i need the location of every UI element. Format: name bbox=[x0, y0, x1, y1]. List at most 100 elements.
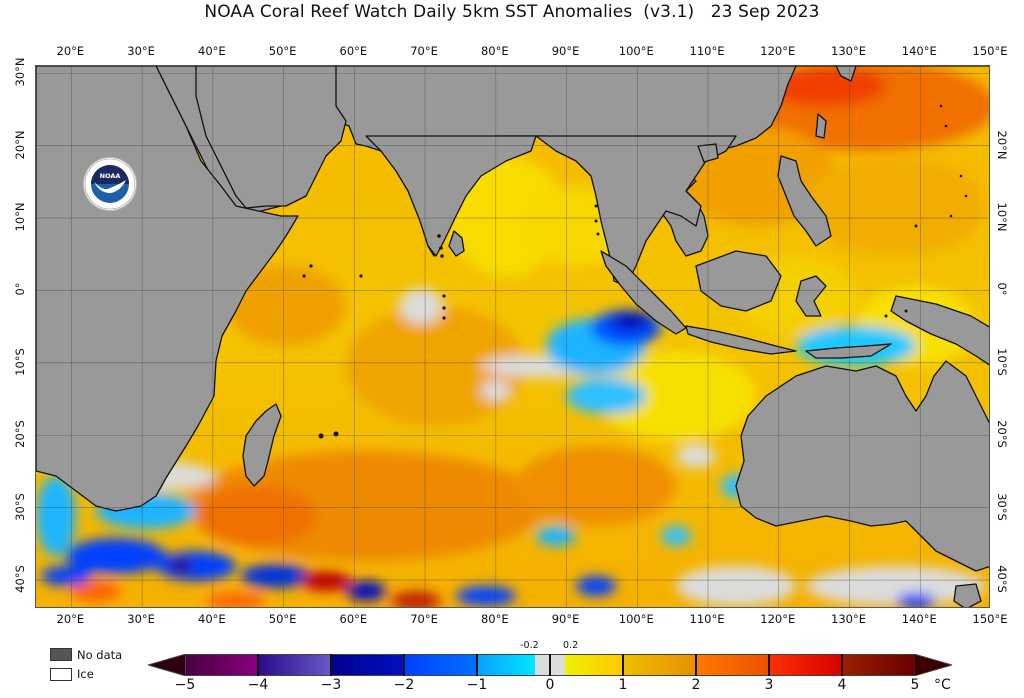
sst-anomaly-map: NOAA bbox=[35, 65, 990, 608]
no-data-label: No data bbox=[77, 648, 123, 662]
colorbar-divider bbox=[695, 654, 697, 676]
land-lesser-sunda bbox=[805, 343, 892, 359]
lat-tick-right: 30°S bbox=[995, 492, 1009, 521]
lon-tick-top: 100°E bbox=[618, 44, 654, 58]
colorbar-tick-label: 3 bbox=[764, 677, 774, 693]
anomaly-field bbox=[36, 66, 989, 607]
lat-tick-left: 0° bbox=[13, 282, 27, 296]
lat-tick-right: 10°N bbox=[995, 202, 1009, 232]
lon-tick-top: 140°E bbox=[901, 44, 937, 58]
land-indochina bbox=[535, 135, 737, 287]
lon-tick-bottom: 60°E bbox=[339, 612, 368, 626]
lat-tick-left: 20°S bbox=[13, 420, 27, 449]
lon-tick-bottom: 80°E bbox=[480, 612, 509, 626]
colorbar-segment bbox=[404, 655, 478, 675]
colorbar-segment bbox=[622, 655, 696, 675]
colorbar-segment bbox=[331, 655, 405, 675]
colorbar-divider bbox=[768, 654, 770, 676]
colorbar-tick-label: −1 bbox=[466, 677, 488, 693]
lat-tick-left: 20°N bbox=[13, 130, 27, 160]
colorbar-tick-label: −4 bbox=[247, 677, 269, 693]
lat-tick-left: 40°S bbox=[13, 565, 27, 593]
ice-swatch bbox=[50, 668, 72, 681]
colorbar-tick-label: 2 bbox=[691, 677, 701, 693]
lat-tick-right: 40°S bbox=[995, 565, 1009, 593]
colorbar-under-arrow bbox=[148, 654, 186, 676]
colorbar-segment bbox=[768, 655, 842, 675]
land-sulawesi bbox=[795, 275, 827, 317]
noaa-logo-icon: NOAA bbox=[84, 158, 136, 210]
land-tasmania bbox=[953, 583, 982, 607]
lat-tick-left: 30°S bbox=[13, 492, 27, 521]
colorbar-divider bbox=[549, 654, 551, 676]
lat-tick-right: 20°S bbox=[995, 420, 1009, 449]
colorbar-over-arrow bbox=[914, 654, 952, 676]
lon-tick-bottom: 150°E bbox=[972, 612, 1008, 626]
lon-tick-top: 110°E bbox=[689, 44, 725, 58]
colorbar-divider bbox=[622, 654, 624, 676]
lon-tick-top: 60°E bbox=[339, 44, 368, 58]
land-borneo bbox=[695, 250, 782, 312]
svg-text:NOAA: NOAA bbox=[100, 172, 121, 180]
land-sumatra bbox=[600, 250, 687, 335]
land-australia bbox=[735, 360, 989, 572]
land-philippines bbox=[777, 155, 832, 247]
lon-tick-bottom: 50°E bbox=[268, 612, 297, 626]
lon-tick-bottom: 20°E bbox=[56, 612, 85, 626]
colorbar-tick-label: −3 bbox=[320, 677, 342, 693]
colorbar-segment bbox=[186, 655, 259, 675]
colorbar-segment bbox=[695, 655, 769, 675]
colorbar-divider bbox=[257, 654, 259, 676]
no-data-swatch bbox=[50, 648, 72, 661]
lon-tick-bottom: 100°E bbox=[618, 612, 654, 626]
lat-tick-left: 30°N bbox=[13, 57, 27, 87]
lat-tick-left: 10°S bbox=[13, 347, 27, 376]
colorbar bbox=[185, 654, 915, 676]
lon-tick-top: 130°E bbox=[831, 44, 866, 58]
lon-tick-bottom: 30°E bbox=[127, 612, 155, 626]
land-new-guinea bbox=[890, 295, 989, 366]
land-sri-lanka bbox=[448, 230, 465, 257]
lon-tick-top: 150°E bbox=[972, 44, 1008, 58]
land-madagascar bbox=[242, 403, 282, 487]
colorbar-tick-label: 0 bbox=[545, 677, 555, 693]
land-india bbox=[365, 135, 537, 257]
colorbar-tick-label: 4 bbox=[837, 677, 847, 693]
lat-tick-right: 10°S bbox=[995, 347, 1009, 376]
map-canvas bbox=[36, 66, 989, 607]
lon-tick-top: 20°E bbox=[56, 44, 85, 58]
lon-tick-top: 90°E bbox=[551, 44, 580, 58]
lon-tick-bottom: 70°E bbox=[410, 612, 438, 626]
lon-tick-bottom: 130°E bbox=[831, 612, 866, 626]
lon-tick-top: 80°E bbox=[480, 44, 509, 58]
colorbar-divider bbox=[476, 654, 478, 676]
lon-tick-bottom: 40°E bbox=[198, 612, 226, 626]
colorbar-tick-label: 5 bbox=[910, 677, 920, 693]
land-arabia bbox=[195, 66, 347, 209]
colorbar-divider bbox=[403, 654, 405, 676]
land-java bbox=[685, 325, 797, 355]
lon-tick-bottom: 90°E bbox=[551, 612, 580, 626]
lon-tick-bottom: 110°E bbox=[689, 612, 725, 626]
colorbar-segment bbox=[477, 655, 536, 675]
lat-tick-right: 0° bbox=[995, 282, 1009, 296]
ice-label: Ice bbox=[77, 667, 94, 681]
colorbar-divider bbox=[330, 654, 332, 676]
colorbar-segment bbox=[841, 655, 914, 675]
lat-tick-left: 10°N bbox=[13, 202, 27, 232]
lon-tick-top: 120°E bbox=[760, 44, 796, 58]
colorbar-segment bbox=[258, 655, 332, 675]
colorbar-tick-label: −2 bbox=[393, 677, 415, 693]
lon-tick-top: 70°E bbox=[410, 44, 438, 58]
colorbar-small-label: -0.2 bbox=[520, 640, 539, 651]
lat-tick-right: 20°N bbox=[995, 130, 1009, 160]
colorbar-unit: °C bbox=[934, 677, 951, 693]
graticule bbox=[36, 66, 989, 607]
colorbar-small-label: 0.2 bbox=[563, 640, 579, 651]
map-title: NOAA Coral Reef Watch Daily 5km SST Anom… bbox=[204, 2, 820, 22]
colorbar-divider bbox=[841, 654, 843, 676]
lon-tick-top: 40°E bbox=[198, 44, 226, 58]
land-taiwan bbox=[815, 113, 827, 139]
colorbar-tick-label: −5 bbox=[174, 677, 196, 693]
lon-tick-bottom: 140°E bbox=[901, 612, 937, 626]
